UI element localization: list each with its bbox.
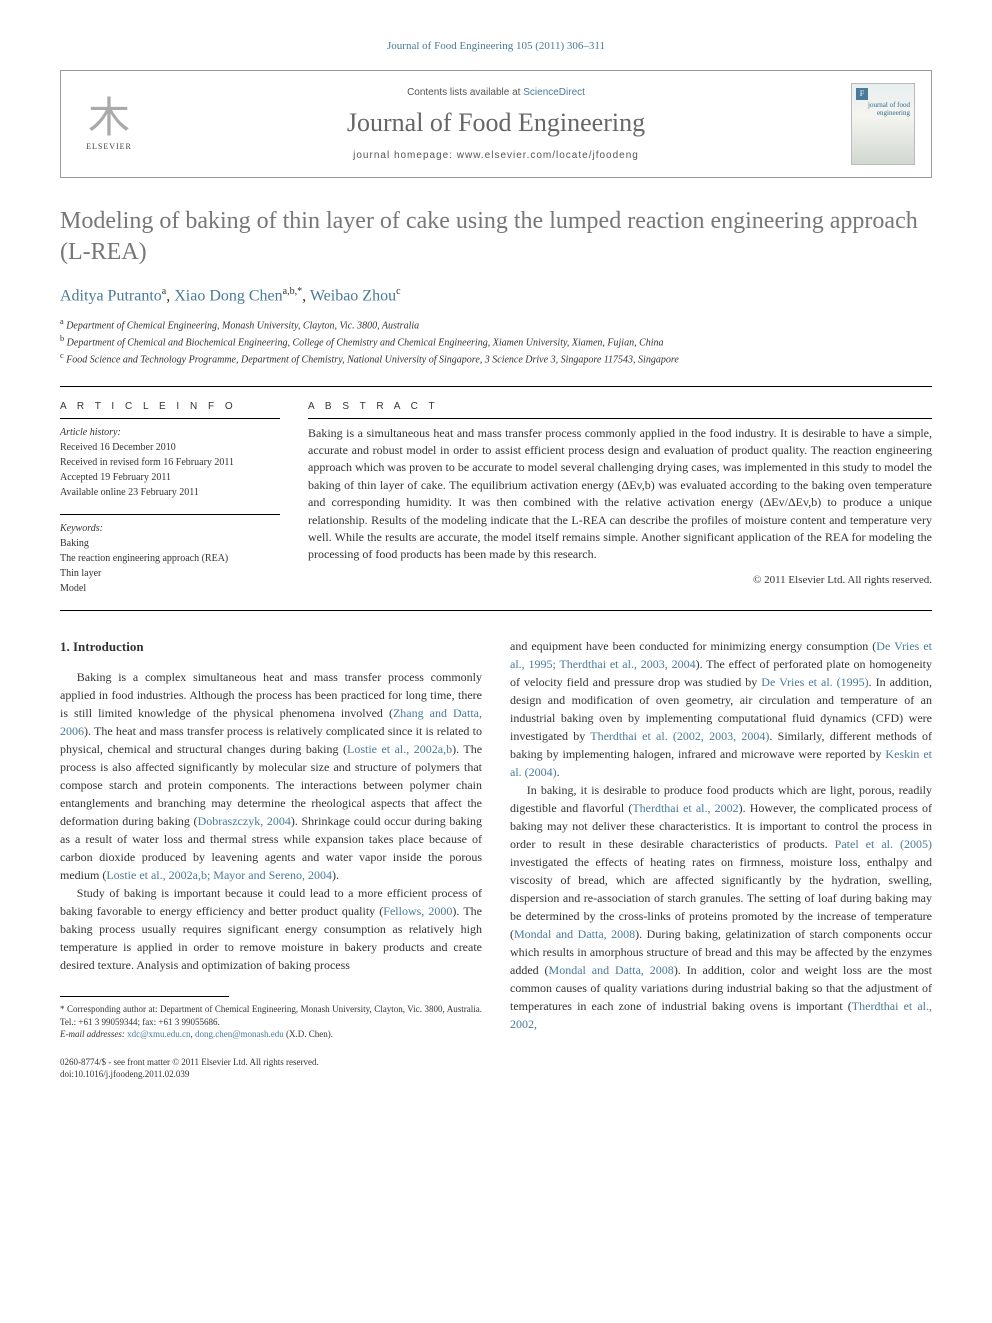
- citation-link[interactable]: Therdthai et al., 2002: [632, 801, 738, 815]
- affiliation-item: c Food Science and Technology Programme,…: [60, 350, 932, 367]
- journal-box: ⽊ ELSEVIER Contents lists available at S…: [60, 70, 932, 178]
- author-affil-marker: c: [396, 286, 400, 297]
- column-left: 1. Introduction Baking is a complex simu…: [60, 637, 482, 1081]
- citation-link[interactable]: Patel et al. (2005): [835, 837, 932, 851]
- abstract-block: A B S T R A C T Baking is a simultaneous…: [308, 401, 932, 596]
- journal-name: Journal of Food Engineering: [141, 108, 851, 138]
- cover-title: journal of food engineering: [856, 102, 910, 117]
- contents-prefix: Contents lists available at: [407, 87, 523, 98]
- article-info-block: A R T I C L E I N F O Article history: R…: [60, 401, 280, 596]
- keywords-label: Keywords:: [60, 521, 280, 536]
- email-label: E-mail addresses:: [60, 1029, 125, 1039]
- affil-text: Department of Chemical and Biochemical E…: [67, 337, 664, 348]
- affil-text: Department of Chemical Engineering, Mona…: [66, 320, 419, 331]
- body-text: and equipment have been conducted for mi…: [510, 639, 876, 653]
- author-link[interactable]: Aditya Putranto: [60, 288, 162, 305]
- keyword-item: Baking: [60, 536, 280, 551]
- history-item: Accepted 19 February 2011: [60, 470, 280, 485]
- affiliation-item: a Department of Chemical Engineering, Mo…: [60, 316, 932, 333]
- homepage-prefix: journal homepage:: [353, 150, 457, 161]
- body-paragraph: In baking, it is desirable to produce fo…: [510, 781, 932, 1033]
- header-citation: Journal of Food Engineering 105 (2011) 3…: [60, 40, 932, 52]
- body-columns: 1. Introduction Baking is a complex simu…: [60, 637, 932, 1081]
- affil-marker: c: [60, 351, 64, 360]
- bottom-meta: 0260-8774/$ - see front matter © 2011 El…: [60, 1057, 482, 1080]
- contents-available: Contents lists available at ScienceDirec…: [141, 87, 851, 98]
- keywords-block: Keywords: Baking The reaction engineerin…: [60, 521, 280, 596]
- article-info-heading: A R T I C L E I N F O: [60, 401, 280, 412]
- info-subrule: [60, 514, 280, 515]
- corresponding-footnote: * Corresponding author at: Department of…: [60, 1003, 482, 1041]
- info-subrule: [60, 418, 280, 419]
- body-paragraph: and equipment have been conducted for mi…: [510, 637, 932, 781]
- keyword-item: The reaction engineering approach (REA): [60, 551, 280, 566]
- affil-marker: b: [60, 334, 64, 343]
- author-affil-marker: a: [162, 286, 166, 297]
- journal-homepage: journal homepage: www.elsevier.com/locat…: [141, 150, 851, 161]
- author-name: Aditya Putranto: [60, 288, 162, 305]
- history-label: Article history:: [60, 425, 280, 440]
- cover-badge: F: [856, 88, 868, 100]
- citation-link[interactable]: Lostie et al., 2002a,b; Mayor and Sereno…: [106, 868, 332, 882]
- doi-line: doi:10.1016/j.jfoodeng.2011.02.039: [60, 1069, 482, 1081]
- author-affil-marker: a,b,: [283, 286, 297, 297]
- email-link[interactable]: xdc@xmu.edu.cn: [127, 1029, 190, 1039]
- citation-link[interactable]: Dobraszczyk, 2004: [198, 814, 291, 828]
- abstract-subrule: [308, 418, 932, 419]
- citation-link[interactable]: Therdthai et al. (2002, 2003, 2004): [590, 729, 769, 743]
- author-name: Xiao Dong Chen: [174, 288, 282, 305]
- body-text: .: [557, 765, 560, 779]
- abstract-heading: A B S T R A C T: [308, 401, 932, 412]
- author-name: Weibao Zhou: [310, 288, 396, 305]
- affil-text: Food Science and Technology Programme, D…: [66, 355, 679, 366]
- citation-link[interactable]: Mondal and Datta, 2008: [549, 963, 674, 977]
- affiliation-list: a Department of Chemical Engineering, Mo…: [60, 316, 932, 368]
- homepage-url[interactable]: www.elsevier.com/locate/jfoodeng: [457, 150, 639, 161]
- affiliation-item: b Department of Chemical and Biochemical…: [60, 333, 932, 350]
- abstract-copyright: © 2011 Elsevier Ltd. All rights reserved…: [308, 574, 932, 586]
- history-item: Received 16 December 2010: [60, 440, 280, 455]
- body-text: ).: [332, 868, 339, 882]
- history-item: Available online 23 February 2011: [60, 485, 280, 500]
- keyword-item: Thin layer: [60, 566, 280, 581]
- horizontal-rule: [60, 386, 932, 387]
- corresponding-star-icon: *: [297, 286, 302, 297]
- publisher-name: ELSEVIER: [86, 142, 132, 151]
- citation-link[interactable]: Lostie et al., 2002a,b: [347, 742, 452, 756]
- body-paragraph: Baking is a complex simultaneous heat an…: [60, 668, 482, 884]
- sciencedirect-link[interactable]: ScienceDirect: [523, 87, 585, 98]
- author-link[interactable]: Weibao Zhou: [310, 288, 396, 305]
- citation-link[interactable]: Fellows, 2000: [383, 904, 452, 918]
- history-item: Received in revised form 16 February 201…: [60, 455, 280, 470]
- citation-link[interactable]: De Vries et al. (1995): [761, 675, 868, 689]
- footnote-rule: [60, 996, 229, 997]
- email-who: (X.D. Chen).: [284, 1029, 333, 1039]
- article-history: Article history: Received 16 December 20…: [60, 425, 280, 500]
- corr-author-text: * Corresponding author at: Department of…: [60, 1003, 482, 1028]
- body-paragraph: Study of baking is important because it …: [60, 884, 482, 974]
- tree-icon: ⽊: [88, 98, 130, 140]
- elsevier-logo: ⽊ ELSEVIER: [77, 85, 141, 163]
- issn-line: 0260-8774/$ - see front matter © 2011 El…: [60, 1057, 482, 1069]
- article-title: Modeling of baking of thin layer of cake…: [60, 206, 932, 268]
- abstract-text: Baking is a simultaneous heat and mass t…: [308, 425, 932, 564]
- horizontal-rule: [60, 610, 932, 611]
- column-right: and equipment have been conducted for mi…: [510, 637, 932, 1081]
- journal-cover-thumb: F journal of food engineering: [851, 83, 915, 165]
- author-list: Aditya Putrantoa, Xiao Dong Chena,b,*, W…: [60, 286, 932, 305]
- citation-link[interactable]: Mondal and Datta, 2008: [514, 927, 635, 941]
- author-link[interactable]: Xiao Dong Chen: [174, 288, 282, 305]
- email-link[interactable]: dong.chen@monash.edu: [195, 1029, 284, 1039]
- affil-marker: a: [60, 317, 64, 326]
- keyword-item: Model: [60, 581, 280, 596]
- section-heading: 1. Introduction: [60, 637, 482, 657]
